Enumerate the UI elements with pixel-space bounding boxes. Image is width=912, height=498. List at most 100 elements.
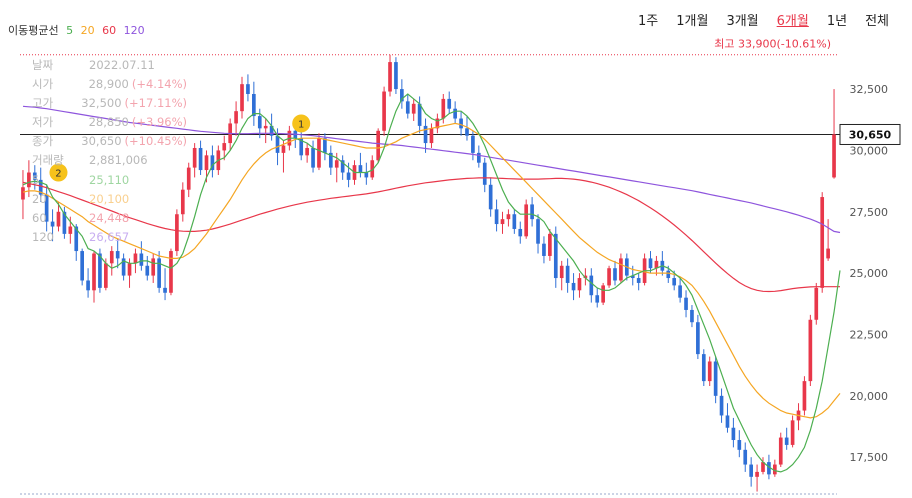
candle-body: [471, 135, 475, 153]
candle-body: [583, 275, 588, 279]
candle-body: [423, 125, 428, 144]
candle-body: [767, 462, 771, 475]
candle-body: [482, 162, 487, 185]
candle-body: [27, 172, 31, 188]
candle-body: [808, 319, 813, 382]
candle-body: [32, 172, 37, 180]
candle-body: [613, 268, 617, 281]
candle-body: [553, 233, 558, 279]
high-label: 최고 33,900(-10.61%): [714, 38, 831, 51]
ma-legend-60: 60: [102, 24, 117, 37]
candle-body: [630, 275, 635, 279]
candle-body: [157, 258, 161, 288]
candle-body: [707, 361, 712, 382]
candle-body: [713, 361, 718, 396]
candle-body: [139, 253, 144, 266]
candle-body: [542, 243, 546, 256]
candle-body: [701, 354, 706, 382]
candle-body: [109, 251, 114, 264]
candle-body: [690, 309, 694, 323]
period-tab-1w[interactable]: 1주: [638, 14, 659, 29]
candle-body: [98, 253, 102, 288]
candle-body: [607, 268, 611, 286]
candle-body: [761, 462, 765, 472]
candle-body: [524, 204, 529, 237]
candle-body: [476, 152, 481, 163]
period-tab-all[interactable]: 전체: [865, 14, 889, 29]
candle-body: [565, 265, 570, 283]
info-row-high: 고가 32,500 (+17.11%): [32, 96, 187, 111]
candle-body: [832, 134, 836, 178]
candle-body: [411, 103, 416, 114]
ma-legend-title: 이동평균선: [8, 24, 59, 37]
candle-body: [186, 167, 191, 190]
candle-body: [589, 275, 594, 296]
candle-body: [192, 147, 197, 168]
candle-body: [38, 179, 43, 195]
candle-body: [44, 194, 49, 222]
candle-body: [731, 427, 736, 441]
event-marker: [49, 163, 68, 182]
candle-body: [530, 204, 534, 220]
event-marker-label: 1: [298, 119, 304, 130]
candle-body: [222, 143, 227, 151]
info-row-open: 시가 28,900 (+4.14%): [32, 77, 187, 92]
candle-body: [62, 211, 67, 234]
candle-body: [269, 125, 274, 136]
candle-body: [323, 138, 327, 153]
candle-body: [275, 135, 280, 153]
ma-legend-120: 120: [123, 24, 145, 37]
ma-legend-20: 20: [80, 24, 95, 37]
candle-body: [814, 287, 819, 320]
candle-body: [175, 214, 179, 252]
candle-body: [648, 258, 653, 269]
candle-body: [636, 278, 641, 283]
candle-body: [263, 125, 268, 129]
candle-body: [435, 118, 440, 129]
candle-body: [382, 91, 386, 131]
candle-body: [364, 172, 369, 178]
candle-body: [773, 464, 777, 475]
y-tick-label: 32,500: [850, 83, 889, 96]
period-tab-1m[interactable]: 1개월: [676, 14, 709, 29]
candle-body: [725, 415, 730, 428]
info-row-ma5: 5 25,110: [32, 172, 130, 187]
candle-body: [678, 285, 682, 298]
candle-body: [684, 297, 688, 310]
candle-body: [388, 62, 392, 92]
candle-body: [518, 228, 523, 237]
candle-body: [394, 62, 398, 90]
period-tab-1y[interactable]: 1년: [826, 14, 848, 29]
candle-body: [305, 147, 309, 156]
candle-body: [121, 258, 126, 276]
info-row-volume: 거래량 2,881,006: [32, 153, 148, 168]
candle-body: [536, 219, 540, 244]
info-row-date: 날짜 2022.07.11: [32, 58, 155, 72]
info-row-low: 저가 28,850 (+3.96%): [32, 115, 187, 130]
candle-body: [328, 152, 333, 168]
candle-body: [778, 437, 783, 465]
period-tab-3m[interactable]: 3개월: [726, 14, 759, 29]
period-selector: 1주 1개월 3개월 6개월 1년 전체: [629, 10, 898, 29]
candle-body: [210, 155, 215, 171]
candle-body: [180, 189, 185, 215]
candle-body: [127, 263, 132, 276]
current-price-box: [839, 123, 901, 145]
candle-body: [654, 260, 659, 269]
period-tab-6m[interactable]: 6개월: [776, 14, 809, 29]
candle-body: [340, 160, 345, 173]
ma120-line: [22, 105, 841, 234]
candle-body: [74, 226, 79, 252]
candle-body: [737, 440, 742, 450]
candle-body: [317, 138, 321, 168]
candle-body: [163, 287, 167, 293]
candle-body: [441, 98, 446, 119]
candle-body: [346, 172, 351, 180]
y-tick-label: 17,500: [850, 451, 889, 464]
candle-body: [743, 449, 748, 465]
candle-body: [234, 111, 238, 124]
candle-body: [755, 471, 759, 477]
candle-body: [204, 155, 209, 171]
candle-body: [571, 282, 576, 291]
